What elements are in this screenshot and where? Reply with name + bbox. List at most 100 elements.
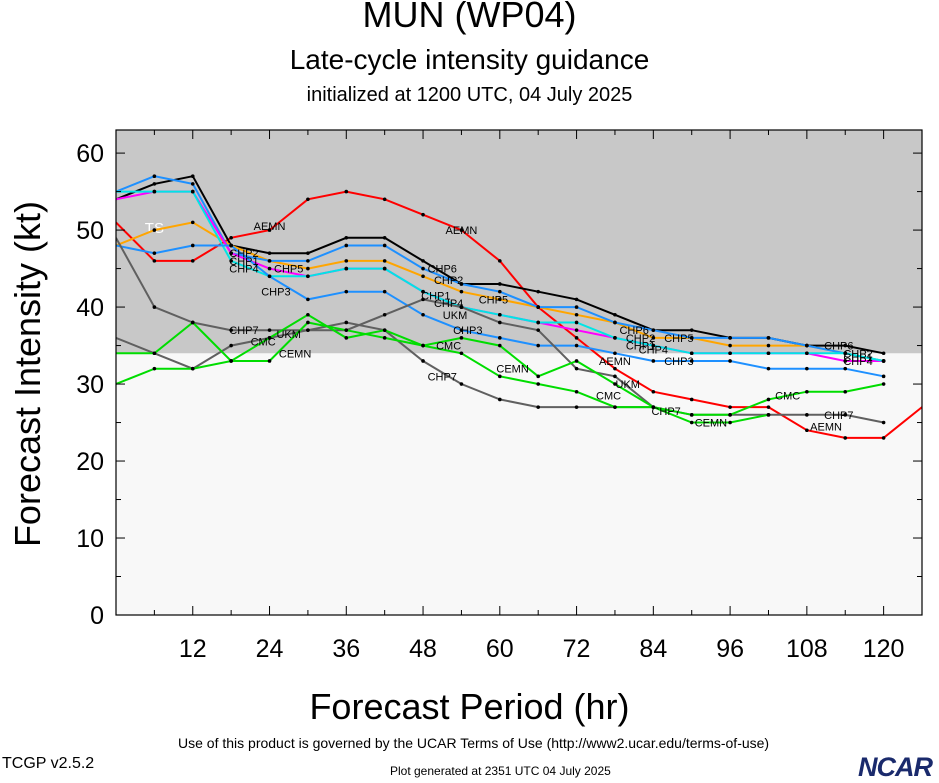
point-chp1 [651, 343, 656, 348]
tropical-storm-band [116, 130, 922, 354]
point-chp6 [152, 182, 157, 186]
point-chp4 [843, 359, 848, 363]
point-cemn [498, 374, 502, 379]
point-chp1 [843, 351, 848, 356]
point-cemn [728, 420, 732, 425]
point-chp5 [574, 305, 579, 309]
x-tick-label: 84 [639, 635, 667, 663]
point-cmc [728, 413, 732, 417]
point-aemn [229, 235, 233, 240]
point-chp5 [421, 266, 425, 271]
point-ukm [306, 328, 310, 332]
point-chp5 [613, 320, 617, 325]
point-chp1 [766, 351, 771, 356]
point-chp1 [689, 351, 694, 356]
x-tick-label: 24 [256, 635, 284, 663]
point-aemn [843, 436, 848, 440]
point-chp5 [267, 259, 272, 263]
x-tick-label: 12 [179, 635, 207, 663]
point-ukm [574, 366, 579, 371]
line-label-chp2: CHP2 [229, 248, 258, 260]
point-cemn [613, 405, 617, 409]
point-chp7 [344, 320, 349, 325]
line-label-chp1: CHP1 [843, 352, 872, 364]
point-chp7 [459, 382, 464, 386]
line-label-chp3: CHP3 [261, 287, 290, 299]
line-label-cmc: CMC [775, 391, 800, 403]
y-tick-label: 60 [76, 140, 104, 168]
line-label-chp3: CHP3 [664, 356, 693, 368]
series-line-cemn [116, 321, 769, 424]
point-chp6 [344, 235, 349, 240]
line-label-ukm: UKM [616, 379, 640, 391]
point-chp1 [881, 359, 886, 363]
point-chp2 [766, 343, 771, 348]
point-cmc [190, 320, 195, 325]
line-label-ukm: UKM [443, 310, 467, 322]
point-cemn [689, 420, 694, 425]
y-tick-label: 50 [76, 217, 104, 245]
point-aemn [306, 197, 310, 202]
version-label: TCGP v2.5.2 [2, 755, 95, 772]
line-label-aemn: AEMN [254, 221, 286, 233]
point-chp7 [421, 359, 425, 363]
point-chp3 [306, 297, 310, 302]
point-chp5 [728, 336, 732, 340]
line-label-chp5: CHP5 [664, 333, 693, 345]
point-cemn [536, 382, 540, 386]
point-chp3 [498, 336, 502, 340]
point-aemn [651, 389, 656, 394]
line-label-chp6: CHP6 [428, 264, 457, 276]
line-label-ukm: UKM [276, 329, 300, 341]
point-aemn [689, 397, 694, 402]
point-aemn [344, 189, 349, 194]
point-chp5 [190, 182, 195, 186]
point-chp3 [536, 343, 540, 348]
line-label-chp2: CHP2 [626, 333, 655, 345]
point-cmc [344, 336, 349, 340]
point-chp7 [498, 397, 502, 402]
point-aemn [805, 428, 809, 433]
point-ukm [536, 328, 540, 332]
point-chp1 [498, 312, 502, 317]
y-tick-label: 0 [90, 602, 104, 630]
point-chp4 [229, 251, 233, 255]
point-cmc [881, 382, 886, 386]
point-chp2 [152, 228, 157, 232]
point-chp6 [190, 174, 195, 178]
terms-of-use-link[interactable]: Use of this product is governed by the U… [178, 735, 770, 751]
line-label-aemn: AEMN [599, 356, 631, 368]
point-chp2 [574, 312, 579, 317]
point-cmc [306, 312, 310, 317]
point-chp6 [613, 312, 617, 317]
point-aemn [613, 366, 617, 371]
point-chp1 [574, 320, 579, 325]
point-chp5 [766, 336, 771, 340]
y-tick-label: 40 [76, 294, 104, 322]
point-aemn [728, 405, 732, 409]
point-chp5 [459, 282, 464, 286]
point-chp3 [574, 343, 579, 348]
point-cemn [459, 351, 464, 356]
point-chp6 [421, 259, 425, 263]
point-cemn [344, 328, 349, 332]
point-chp6 [843, 343, 848, 348]
line-label-cmc: CMC [251, 337, 276, 349]
point-chp2 [382, 259, 387, 263]
point-chp6 [689, 328, 694, 332]
point-chp1 [805, 351, 809, 356]
point-chp3 [805, 366, 809, 371]
series-group [116, 174, 922, 440]
point-aemn [574, 336, 579, 340]
point-chp3 [689, 359, 694, 363]
point-chp1 [536, 320, 540, 325]
point-chp5 [344, 243, 349, 248]
chart-title: MUN (WP04) [362, 0, 577, 35]
point-chp3 [190, 243, 195, 248]
point-chp3 [267, 274, 272, 279]
x-tick-label: 72 [563, 635, 591, 663]
x-axis-label: Forecast Period (hr) [309, 686, 630, 727]
point-chp1 [152, 189, 157, 194]
line-label-cmc: CMC [596, 391, 621, 403]
point-chp2 [498, 297, 502, 302]
